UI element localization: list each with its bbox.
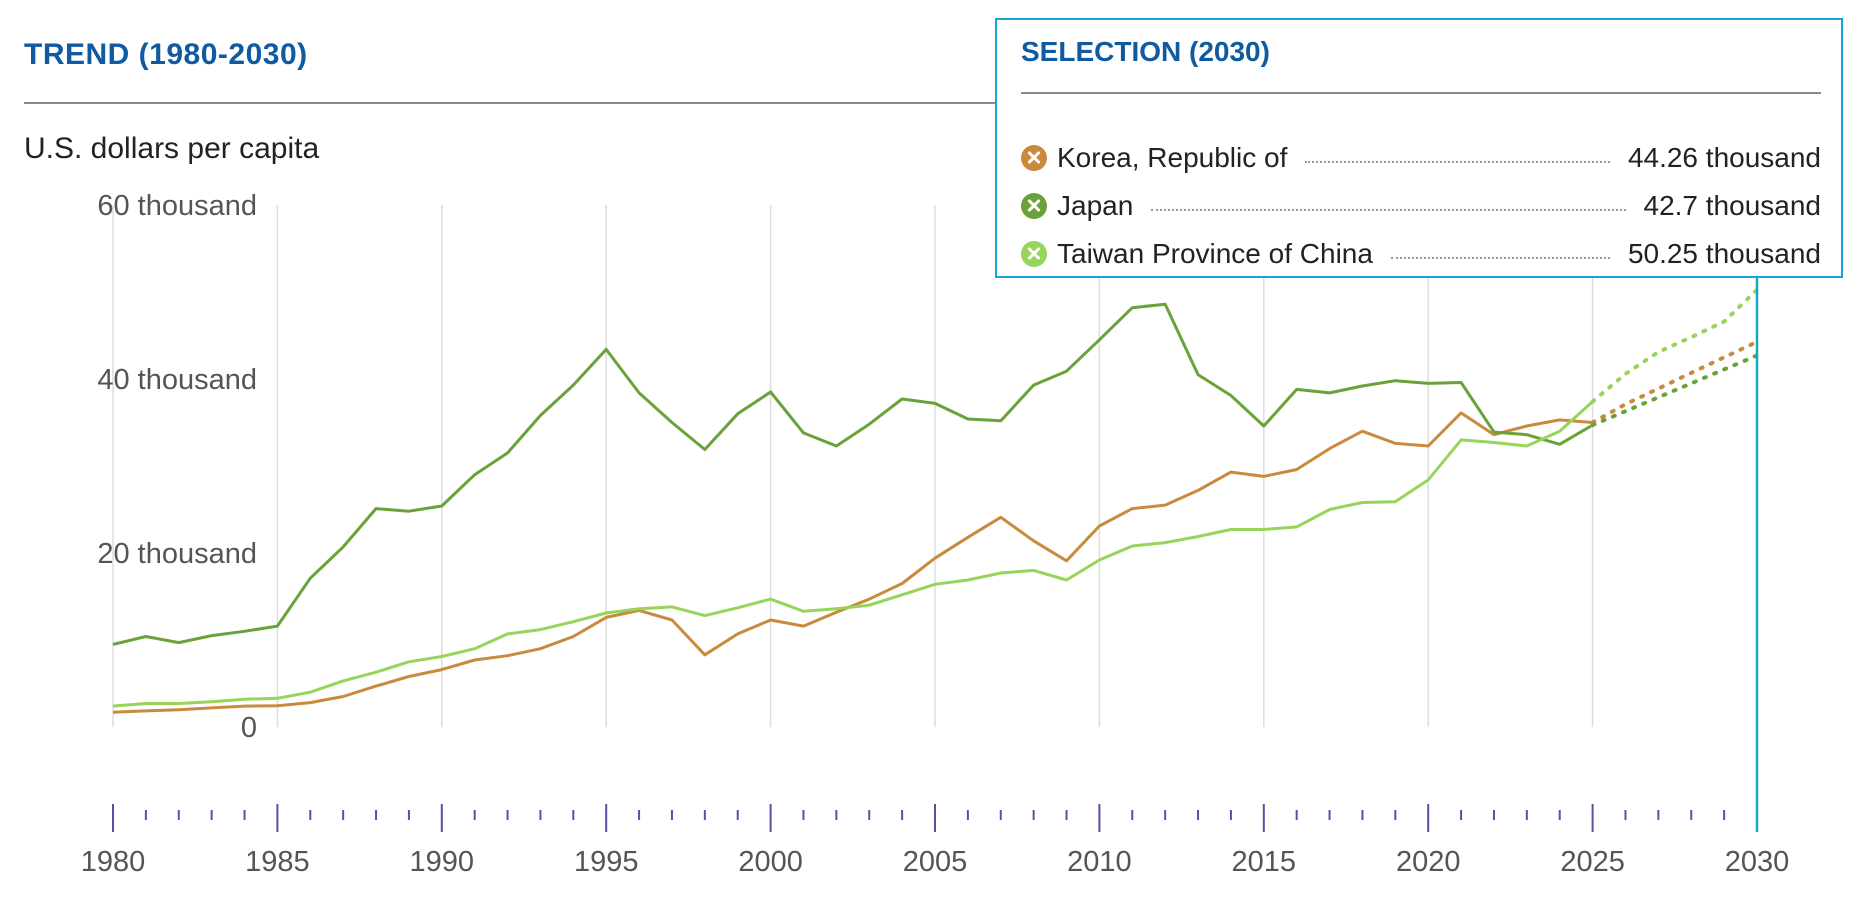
leader-dots — [1151, 209, 1626, 211]
selection-panel: SELECTION (2030) Korea, Republic of 44.2… — [995, 18, 1843, 278]
x-tick-label: 1990 — [410, 846, 475, 878]
legend-item-name: Japan — [1057, 190, 1134, 221]
series-forecast-korea-republic-of[interactable] — [1590, 339, 1759, 425]
series-line-korea-republic-of[interactable] — [112, 411, 1593, 714]
series-forecast-taiwan-province-of-china[interactable] — [1590, 287, 1759, 404]
y-tick-label: 0 — [241, 712, 257, 744]
selection-title: SELECTION (2030) — [1021, 36, 1270, 67]
y-tick-label: 20 thousand — [97, 538, 257, 570]
x-circle-icon[interactable] — [1021, 145, 1047, 171]
legend-item-value: 42.7 thousand — [1643, 190, 1822, 221]
series-line-japan[interactable] — [112, 302, 1594, 646]
legend-item-value: 44.26 thousand — [1627, 142, 1821, 173]
leader-dots — [1390, 257, 1610, 259]
y-tick-label: 60 thousand — [97, 190, 257, 222]
x-circle-icon[interactable] — [1021, 193, 1047, 219]
chart-title: TREND (1980-2030) — [24, 38, 308, 71]
series-lines — [112, 287, 1759, 714]
y-tick-label: 40 thousand — [97, 364, 257, 396]
x-axis: 1980 1985 1990 1995 2000 2005 2010 2015 2020 2025… — [81, 804, 1790, 878]
gridlines — [112, 205, 1594, 727]
x-tick-label: 1995 — [574, 846, 639, 878]
series-forecast-japan[interactable] — [1590, 353, 1759, 428]
x-circle-icon[interactable] — [1021, 241, 1047, 267]
legend-item-japan[interactable]: Japan 42.7 thousand — [1021, 186, 1821, 226]
x-tick-label: 2015 — [1232, 846, 1297, 878]
legend-item-name: Korea, Republic of — [1057, 142, 1288, 173]
x-tick-label: 1980 — [81, 846, 146, 878]
selection-divider — [1021, 92, 1821, 94]
legend-item-taiwan[interactable]: Taiwan Province of China 50.25 thousand — [1021, 234, 1821, 274]
x-tick-label: 2025 — [1560, 846, 1625, 878]
x-tick-label: 2020 — [1396, 846, 1461, 878]
y-axis-units-label: U.S. dollars per capita — [24, 132, 320, 165]
y-axis-ticks: 0 20 thousand 40 thousand 60 thousand — [97, 190, 257, 744]
leader-dots — [1305, 161, 1610, 163]
legend-item-value: 50.25 thousand — [1627, 238, 1821, 269]
x-tick-label: 2010 — [1067, 846, 1132, 878]
x-tick-label: 2005 — [903, 846, 968, 878]
title-divider — [24, 102, 1024, 104]
legend-item-name: Taiwan Province of China — [1057, 238, 1373, 269]
x-tick-label: 2030 — [1725, 846, 1790, 878]
x-tick-label: 1985 — [245, 846, 310, 878]
legend-item-korea[interactable]: Korea, Republic of 44.26 thousand — [1021, 138, 1821, 178]
series-line-taiwan-province-of-china[interactable] — [112, 400, 1594, 708]
x-tick-label: 2000 — [738, 846, 803, 878]
